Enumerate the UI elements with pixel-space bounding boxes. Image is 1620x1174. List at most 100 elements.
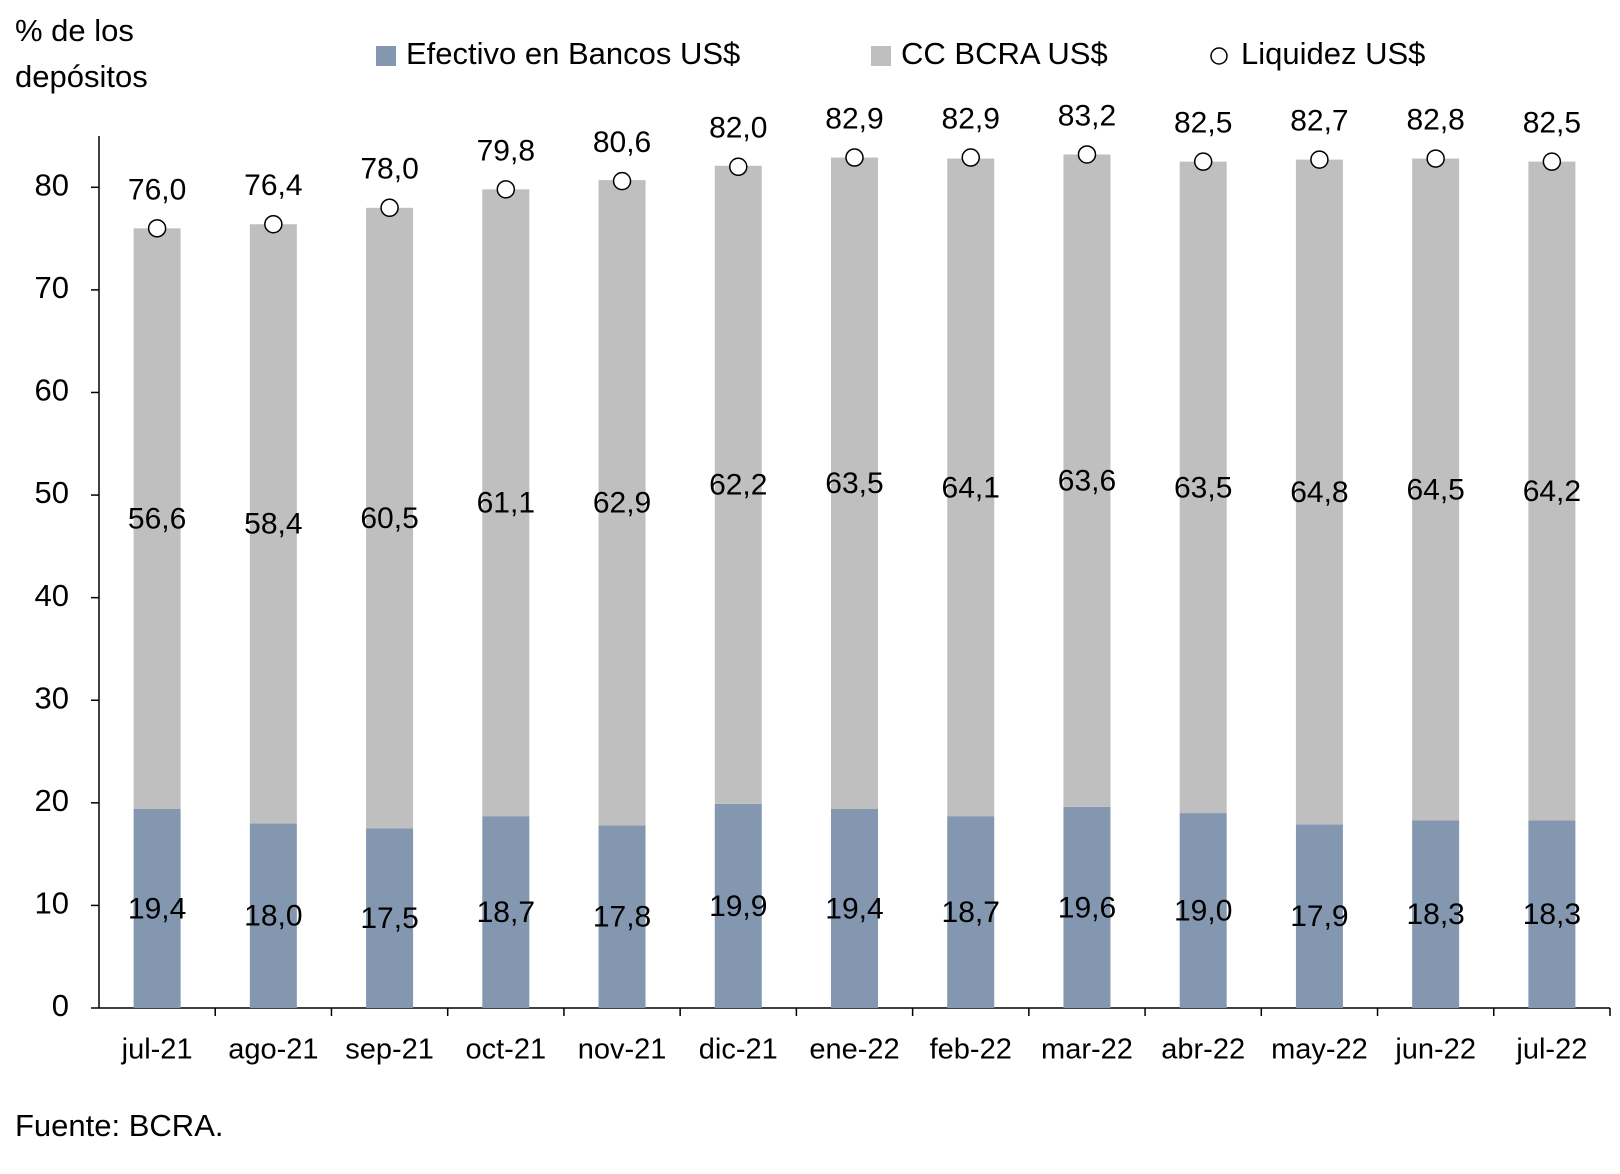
y-tick-label: 20 bbox=[35, 783, 69, 818]
value-label: 83,2 bbox=[1058, 99, 1116, 132]
y-tick-label: 40 bbox=[35, 578, 69, 613]
bar bbox=[133, 808, 181, 1008]
value-label: 82,0 bbox=[709, 112, 767, 145]
x-tick-label: feb-22 bbox=[930, 1034, 1012, 1066]
legend-marker bbox=[1210, 47, 1228, 65]
bar bbox=[133, 228, 181, 809]
point bbox=[380, 198, 399, 218]
y-tick-label: 50 bbox=[35, 475, 69, 510]
value-label: 82,9 bbox=[942, 102, 1000, 135]
point bbox=[496, 180, 516, 199]
bar bbox=[1179, 813, 1227, 1008]
x-tick-label: ene-22 bbox=[809, 1034, 899, 1066]
legend-marker bbox=[871, 46, 891, 66]
value-label: 76,0 bbox=[128, 173, 186, 206]
point bbox=[729, 157, 748, 177]
point bbox=[147, 219, 167, 238]
point bbox=[612, 171, 632, 191]
value-label: 58,4 bbox=[244, 508, 302, 541]
point bbox=[1193, 152, 1213, 171]
bar bbox=[1528, 161, 1576, 821]
value-label: 56,6 bbox=[128, 503, 186, 536]
y-tick-label: 80 bbox=[35, 167, 69, 202]
bar bbox=[482, 816, 530, 1008]
value-label: 19,4 bbox=[128, 892, 186, 925]
value-label: 19,6 bbox=[1058, 891, 1116, 924]
value-label: 61,1 bbox=[477, 487, 535, 520]
value-label: 18,3 bbox=[1406, 898, 1464, 931]
bar bbox=[482, 189, 530, 817]
bar bbox=[598, 180, 646, 826]
value-label: 82,5 bbox=[1174, 107, 1232, 140]
y-tick-label: 10 bbox=[35, 886, 69, 921]
legend-label: CC BCRA US$ bbox=[901, 36, 1108, 71]
value-label: 78,0 bbox=[360, 153, 418, 186]
value-label: 18,0 bbox=[244, 900, 302, 933]
bar bbox=[366, 207, 414, 829]
x-tick-label: abr-22 bbox=[1161, 1034, 1245, 1066]
bar bbox=[947, 158, 995, 817]
bar bbox=[831, 808, 878, 1008]
value-label: 19,9 bbox=[709, 890, 767, 923]
x-tick-label: jul-22 bbox=[1515, 1034, 1587, 1066]
bar bbox=[366, 828, 414, 1008]
point bbox=[1542, 152, 1562, 171]
x-tick-label: nov-21 bbox=[578, 1034, 667, 1066]
value-label: 17,8 bbox=[593, 901, 651, 934]
x-tick-label: oct-21 bbox=[466, 1034, 547, 1066]
bar bbox=[1063, 154, 1111, 807]
value-label: 63,6 bbox=[1058, 465, 1116, 498]
legend-label: Efectivo en Bancos US$ bbox=[406, 36, 740, 71]
bar bbox=[714, 803, 762, 1008]
value-label: 62,9 bbox=[593, 487, 651, 520]
x-tick-label: may-22 bbox=[1271, 1034, 1368, 1066]
value-label: 82,9 bbox=[825, 102, 883, 135]
value-label: 64,8 bbox=[1290, 476, 1348, 509]
bar bbox=[249, 823, 297, 1008]
point bbox=[961, 148, 980, 167]
value-label: 19,4 bbox=[825, 892, 883, 925]
bar bbox=[1063, 806, 1111, 1008]
bar bbox=[1295, 159, 1343, 825]
value-label: 17,9 bbox=[1290, 900, 1348, 933]
y-tick-label: 0 bbox=[52, 988, 69, 1023]
y-axis-label: depósitos bbox=[15, 59, 148, 94]
value-label: 62,2 bbox=[709, 469, 767, 502]
y-tick-label: 70 bbox=[35, 270, 69, 305]
bar bbox=[947, 816, 995, 1008]
bar bbox=[1295, 824, 1343, 1008]
x-tick-label: ago-21 bbox=[228, 1034, 318, 1066]
x-tick-label: jul-21 bbox=[121, 1034, 193, 1066]
bar bbox=[831, 157, 878, 809]
x-tick-label: mar-22 bbox=[1041, 1034, 1133, 1066]
value-label: 19,0 bbox=[1174, 894, 1232, 927]
bar bbox=[1412, 820, 1460, 1008]
value-label: 80,6 bbox=[593, 126, 651, 159]
bar bbox=[598, 825, 646, 1008]
value-label: 63,5 bbox=[1174, 471, 1232, 504]
y-tick-label: 30 bbox=[35, 680, 69, 715]
value-label: 82,7 bbox=[1290, 105, 1348, 138]
value-label: 82,5 bbox=[1523, 107, 1581, 140]
value-label: 63,5 bbox=[825, 467, 883, 500]
legend-marker bbox=[376, 46, 396, 66]
x-tick-label: dic-21 bbox=[699, 1034, 778, 1066]
value-label: 76,4 bbox=[244, 169, 302, 202]
point bbox=[1310, 150, 1329, 169]
value-label: 82,8 bbox=[1406, 103, 1464, 136]
point bbox=[1077, 145, 1097, 164]
bar bbox=[1412, 158, 1460, 821]
point bbox=[845, 148, 864, 167]
point bbox=[264, 214, 283, 234]
value-label: 60,5 bbox=[360, 502, 418, 535]
value-label: 18,7 bbox=[942, 896, 1000, 929]
value-label: 17,5 bbox=[360, 902, 418, 935]
bar bbox=[249, 224, 297, 824]
y-tick-label: 60 bbox=[35, 373, 69, 408]
legend-label: Liquidez US$ bbox=[1241, 36, 1425, 71]
source: Fuente: BCRA. bbox=[15, 1108, 223, 1143]
bar bbox=[1528, 820, 1576, 1008]
point bbox=[1426, 149, 1445, 168]
y-axis-label: % de los bbox=[15, 13, 134, 48]
